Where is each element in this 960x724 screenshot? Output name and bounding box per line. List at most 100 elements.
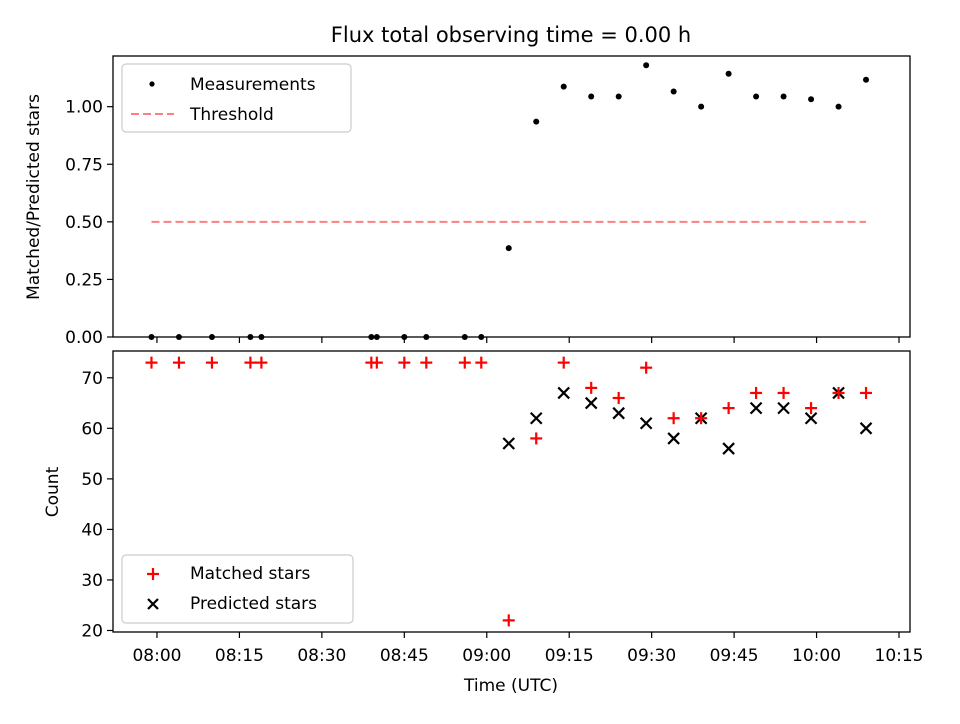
matched-star-point (612, 392, 625, 405)
matched-star-point (172, 356, 185, 369)
bottom-y-tick-label: 60 (81, 419, 103, 439)
matched-star-point (370, 356, 383, 369)
predicted-star-point (777, 401, 790, 415)
matched-star-point (398, 356, 411, 369)
x-tick-label: 10:00 (792, 646, 841, 666)
top-marks (148, 62, 870, 340)
bottom-y-tick-label: 30 (81, 571, 103, 591)
matched-star-point (420, 356, 433, 369)
x-axis-label: Time (UTC) (463, 676, 558, 696)
bottom-y-tick-label: 20 (81, 621, 103, 641)
predicted-star-point (749, 401, 763, 415)
predicted-x-stroke (722, 442, 735, 455)
legend-measurements-label: Measurements (190, 75, 316, 95)
x-tick-label: 09:00 (462, 646, 511, 666)
predicted-x-stroke (557, 386, 570, 400)
matched-star-point (205, 356, 218, 369)
matched-star-point (244, 356, 257, 369)
predicted-x-stroke (612, 406, 625, 420)
x-tick-label: 10:15 (875, 646, 924, 666)
measurement-point (725, 70, 732, 77)
matched-star-point (530, 432, 543, 445)
x-tick-label: 08:00 (132, 646, 181, 666)
matched-star-point (145, 356, 158, 369)
bottom-x-ticks: 08:00 08:15 08:30 08:45 09:00 09:15 09:30 09:45… (132, 632, 924, 666)
matched-star-point (475, 356, 488, 369)
predicted-x-stroke (777, 401, 790, 415)
top-y-tick-label: 0.75 (65, 155, 103, 175)
measurement-point (780, 93, 787, 100)
predicted-star-point (639, 416, 653, 430)
x-tick-label: 08:15 (215, 646, 264, 666)
bottom-y-tick-label: 70 (81, 369, 103, 389)
bottom-panel: 20 30 40 50 60 70 08:00 08:15 08:30 08:45 09:00 09… (43, 350, 924, 696)
predicted-star-point (502, 437, 516, 450)
legend-matched-label: Matched stars (190, 564, 310, 584)
measurement-point (615, 93, 622, 100)
measurement-point (560, 83, 567, 90)
top-y-tick-label: 0.25 (65, 270, 103, 290)
matched-star-point (777, 386, 790, 399)
measurement-point (588, 93, 595, 100)
legend-threshold-label: Threshold (189, 105, 274, 125)
measurement-point (808, 96, 815, 103)
predicted-star-point (529, 411, 543, 425)
matched-star-point (832, 386, 845, 399)
matched-star-point (860, 386, 873, 399)
bottom-legend-box (121, 554, 354, 624)
top-panel: 0.00 0.25 0.50 0.75 1.00 Matched/Predicted s… (24, 55, 911, 348)
matched-star-point (458, 356, 471, 369)
measurement-point (863, 76, 870, 83)
measurement-point (753, 93, 760, 100)
predicted-x-stroke (804, 411, 818, 425)
legend-matched-marker (147, 568, 159, 580)
legend-measurements-marker (149, 81, 155, 87)
predicted-star-point (667, 432, 680, 445)
predicted-star-point (612, 406, 625, 420)
measurement-point (533, 118, 540, 125)
matched-star-point (640, 361, 653, 374)
bottom-marks (145, 356, 873, 627)
x-tick-label: 09:15 (545, 646, 594, 666)
predicted-star-point (557, 386, 570, 400)
top-y-tick-label: 0.50 (65, 213, 103, 233)
top-x-ticks (156, 337, 900, 343)
x-tick-label: 09:45 (710, 646, 759, 666)
predicted-star-point (859, 422, 873, 435)
matched-star-point (805, 402, 818, 415)
bottom-y-tick-label: 40 (81, 520, 103, 540)
matched-star-point (585, 381, 598, 394)
top-legend: Measurements Threshold (121, 63, 352, 133)
chart-title: Flux total observing time = 0.00 h (331, 23, 691, 47)
predicted-x-stroke (859, 422, 873, 435)
predicted-x-stroke (639, 416, 653, 430)
bottom-y-ticks: 20 30 40 50 60 70 (81, 369, 113, 641)
predicted-x-stroke (667, 432, 680, 445)
top-legend-box (121, 63, 352, 133)
matched-star-point (557, 356, 570, 369)
matched-star-point (722, 402, 735, 415)
predicted-x-stroke (502, 437, 516, 450)
bottom-legend: Matched stars Predicted stars (121, 554, 354, 624)
matched-star-point (750, 386, 763, 399)
top-y-ticks: 0.00 0.25 0.50 0.75 1.00 (65, 98, 113, 348)
measurement-point (505, 245, 512, 252)
bottom-axes-frame (112, 350, 911, 633)
predicted-x-stroke (749, 401, 763, 415)
matched-star-point (695, 412, 708, 425)
x-tick-label: 09:30 (627, 646, 676, 666)
measurement-point (670, 88, 677, 95)
predicted-x-stroke (584, 396, 598, 410)
x-tick-label: 08:45 (380, 646, 429, 666)
top-axes-frame (112, 55, 911, 338)
top-y-axis-label: Matched/Predicted stars (24, 94, 44, 300)
bottom-y-tick-label: 50 (81, 470, 103, 490)
predicted-x-stroke (529, 411, 543, 425)
top-y-tick-label: 0.00 (65, 328, 103, 348)
legend-predicted-marker (147, 598, 159, 610)
matched-star-point (667, 412, 680, 425)
predicted-star-point (804, 411, 818, 425)
matched-star-point (502, 614, 515, 627)
measurement-point (835, 103, 842, 110)
